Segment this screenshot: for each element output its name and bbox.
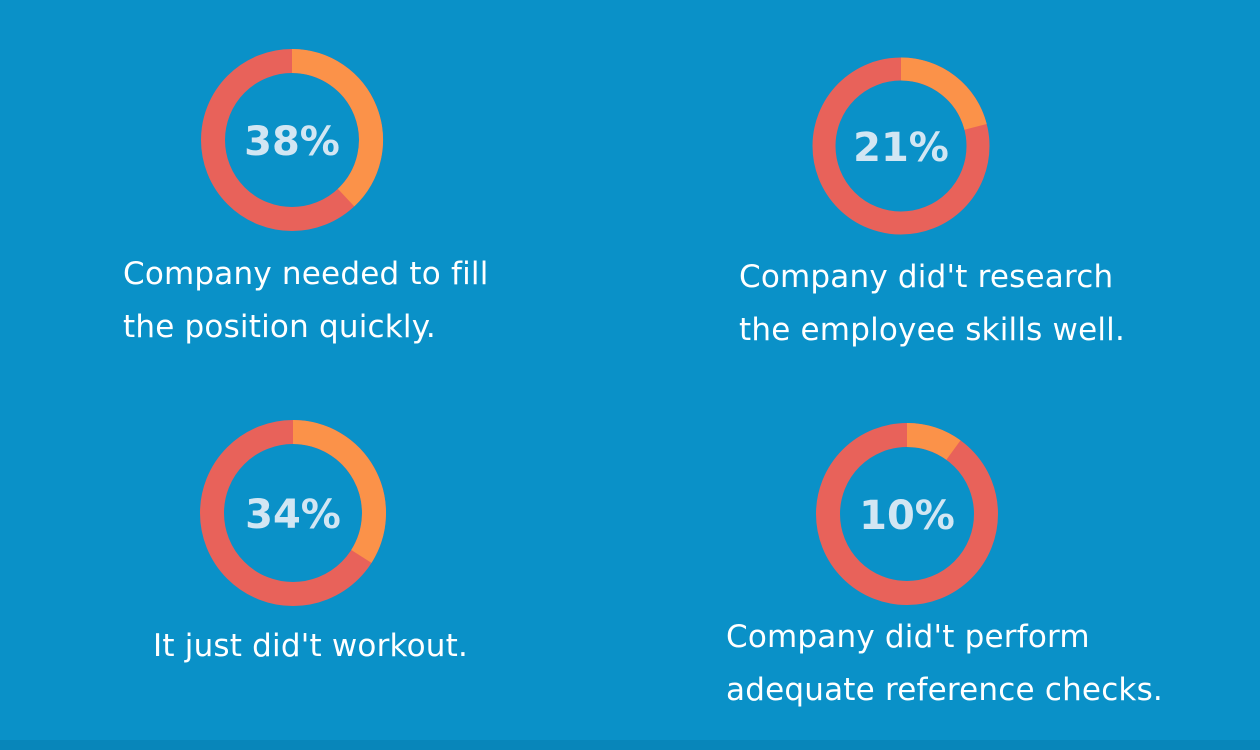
bottom-band [0,740,1260,750]
donut-highlight-segment [900,57,987,131]
caption-line: the position quickly. [123,309,436,345]
donut-percent-label: 34% [245,492,341,538]
donut-chart-38: 38% [201,49,383,231]
chart-caption: Company did't perform adequate reference… [726,611,1163,717]
chart-caption: Company needed to fill the position quic… [123,248,489,354]
caption-line: Company did't research [739,259,1114,295]
chart-caption: It just did't workout. [153,620,468,673]
caption-line: adequate reference checks. [726,672,1163,708]
caption-line: Company did't perform [726,619,1090,655]
caption-line: the employee skills well. [739,312,1126,348]
caption-line: It just did't workout. [153,628,469,664]
donut-chart-34: 34% [200,420,386,606]
donut-highlight-segment [292,420,386,563]
donut-highlight-segment [906,423,961,461]
donut-percent-label: 10% [859,493,955,539]
chart-caption: Company did't research the employee skil… [739,251,1125,357]
donut-percent-label: 38% [244,119,340,165]
donut-percent-label: 21% [853,125,949,171]
donut-chart-10: 10% [816,423,998,605]
donut-highlight-segment [291,49,383,207]
donut-chart-21: 21% [812,57,990,235]
caption-line: Company needed to fill [123,256,489,292]
